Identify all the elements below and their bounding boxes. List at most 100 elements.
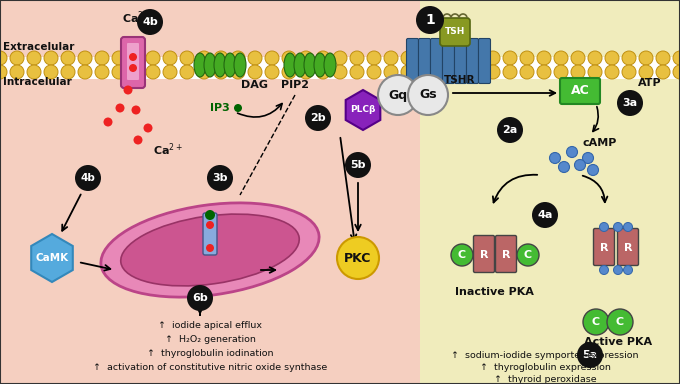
Circle shape (583, 309, 609, 335)
Ellipse shape (194, 53, 206, 77)
FancyBboxPatch shape (127, 43, 139, 80)
Bar (0, 0, 420, 384)
Circle shape (214, 51, 228, 65)
Circle shape (129, 53, 137, 61)
Circle shape (384, 65, 398, 79)
Ellipse shape (324, 53, 336, 77)
Circle shape (408, 75, 448, 115)
Circle shape (549, 152, 560, 164)
Text: R: R (502, 250, 510, 260)
Text: CaMK: CaMK (35, 253, 69, 263)
Text: R: R (600, 243, 608, 253)
FancyBboxPatch shape (473, 235, 494, 273)
Circle shape (0, 51, 7, 65)
Text: ↑  activation of constitutive nitric oxide synthase: ↑ activation of constitutive nitric oxid… (93, 362, 327, 371)
Text: C: C (524, 250, 532, 260)
Circle shape (299, 51, 313, 65)
Ellipse shape (294, 53, 306, 77)
Circle shape (452, 65, 466, 79)
Text: Extracelular: Extracelular (3, 42, 74, 52)
Text: 3b: 3b (212, 173, 228, 183)
Circle shape (10, 51, 24, 65)
Circle shape (605, 65, 619, 79)
Circle shape (401, 65, 415, 79)
Text: PKC: PKC (344, 252, 372, 265)
Circle shape (78, 65, 92, 79)
Circle shape (265, 51, 279, 65)
Circle shape (367, 65, 381, 79)
Circle shape (207, 165, 233, 191)
Circle shape (333, 51, 347, 65)
Circle shape (532, 202, 558, 228)
Circle shape (401, 51, 415, 65)
Circle shape (103, 118, 112, 126)
Circle shape (27, 65, 41, 79)
Circle shape (520, 51, 534, 65)
Circle shape (133, 136, 143, 144)
Circle shape (61, 51, 75, 65)
Circle shape (231, 65, 245, 79)
Ellipse shape (101, 203, 319, 297)
Circle shape (116, 104, 124, 113)
Text: Active PKA: Active PKA (584, 337, 652, 347)
Circle shape (588, 164, 598, 175)
Text: 5b: 5b (350, 160, 366, 170)
Circle shape (673, 51, 680, 65)
Circle shape (613, 265, 622, 275)
Circle shape (146, 65, 160, 79)
Circle shape (497, 117, 523, 143)
Text: ↑  sodium-iodide symporter expression: ↑ sodium-iodide symporter expression (452, 351, 639, 359)
Circle shape (537, 65, 551, 79)
Circle shape (503, 51, 517, 65)
Text: 4a: 4a (537, 210, 553, 220)
FancyBboxPatch shape (418, 38, 430, 83)
Circle shape (558, 162, 570, 172)
Circle shape (486, 51, 500, 65)
Circle shape (613, 222, 622, 232)
Circle shape (112, 65, 126, 79)
Circle shape (0, 65, 7, 79)
Text: R: R (624, 243, 632, 253)
Circle shape (571, 51, 585, 65)
Text: DAG: DAG (241, 80, 267, 90)
Text: ↑  thyroglobulin expression: ↑ thyroglobulin expression (479, 362, 611, 371)
Text: C: C (616, 317, 624, 327)
Circle shape (214, 65, 228, 79)
Text: 3a: 3a (622, 98, 638, 108)
Circle shape (673, 65, 680, 79)
Circle shape (418, 65, 432, 79)
Text: R: R (480, 250, 488, 260)
Circle shape (234, 104, 242, 112)
Ellipse shape (284, 53, 296, 77)
Circle shape (180, 51, 194, 65)
Circle shape (624, 222, 632, 232)
Text: PIP2: PIP2 (281, 80, 309, 90)
FancyBboxPatch shape (560, 78, 600, 104)
Circle shape (333, 65, 347, 79)
Circle shape (520, 65, 534, 79)
Circle shape (10, 65, 24, 79)
Circle shape (316, 65, 330, 79)
Circle shape (378, 75, 418, 115)
Circle shape (44, 51, 58, 65)
Text: ↑  thyroid peroxidase: ↑ thyroid peroxidase (494, 374, 596, 384)
FancyBboxPatch shape (466, 38, 479, 83)
Circle shape (44, 65, 58, 79)
Circle shape (554, 65, 568, 79)
Circle shape (231, 51, 245, 65)
Circle shape (299, 65, 313, 79)
Ellipse shape (224, 53, 236, 77)
Text: Intracelular: Intracelular (3, 77, 72, 87)
Circle shape (624, 265, 632, 275)
Circle shape (112, 51, 126, 65)
Circle shape (129, 51, 143, 65)
Circle shape (129, 64, 137, 72)
Circle shape (622, 65, 636, 79)
Circle shape (206, 244, 214, 252)
Circle shape (588, 51, 602, 65)
Circle shape (639, 51, 653, 65)
Text: TSHR: TSHR (444, 75, 476, 85)
Circle shape (143, 124, 152, 132)
Text: C: C (592, 317, 600, 327)
Circle shape (656, 65, 670, 79)
